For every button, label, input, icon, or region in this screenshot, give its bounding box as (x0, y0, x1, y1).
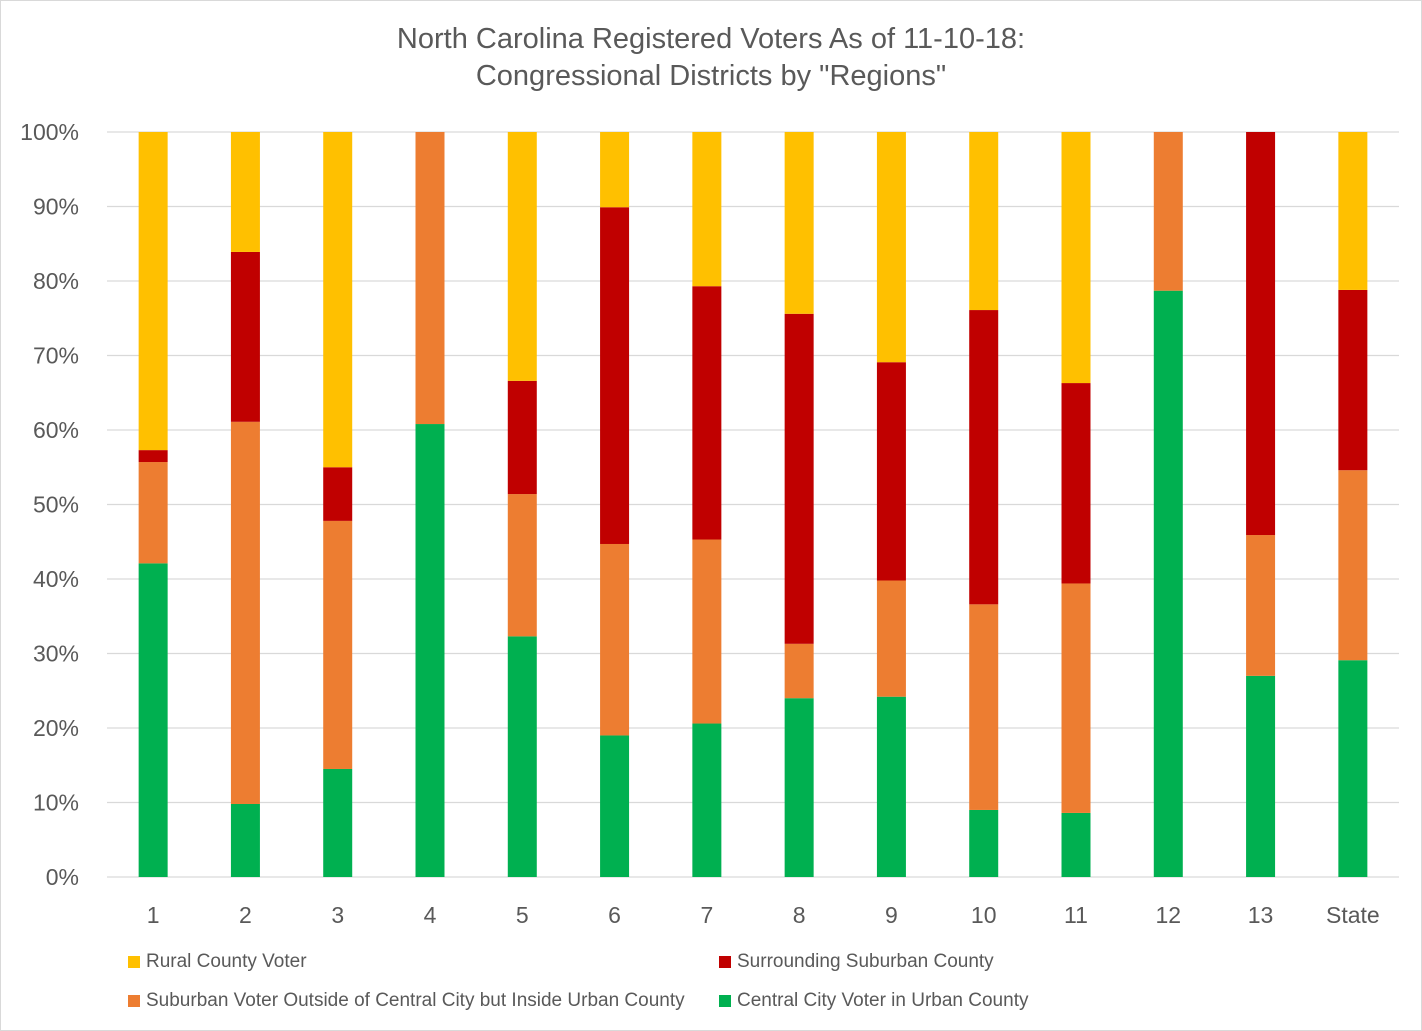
bar-segment (507, 132, 537, 381)
y-tick-label: 20% (33, 715, 79, 741)
bar-segment (1061, 132, 1091, 384)
bar-segment (784, 643, 814, 699)
legend-item-central-city-voter: Central City Voter in Urban County (719, 990, 1028, 1012)
bar-segment (1338, 660, 1368, 877)
bar-segment (1246, 675, 1276, 877)
bar-segment (507, 494, 537, 637)
bar-segment (1061, 583, 1091, 813)
bar-segment (138, 132, 168, 451)
legend-swatch (719, 995, 731, 1007)
bar-segment (784, 313, 814, 644)
bar-segment (1338, 132, 1368, 290)
bar-segment (230, 251, 260, 422)
bar-segment (600, 735, 630, 877)
bar-segment (969, 132, 999, 311)
bar-segment (600, 207, 630, 544)
y-tick-label: 40% (33, 566, 79, 592)
bar-segment (969, 809, 999, 877)
x-tick-label: 7 (700, 902, 713, 928)
x-tick-label: 4 (424, 902, 437, 928)
x-tick-label: 10 (971, 902, 997, 928)
bar-segment (138, 462, 168, 564)
bar-segment (415, 132, 445, 425)
y-tick-label: 90% (33, 194, 79, 220)
bar-segment (600, 543, 630, 736)
chart-title: North Carolina Registered Voters As of 1… (1, 21, 1421, 95)
y-tick-label: 80% (33, 268, 79, 294)
bar-segment (969, 310, 999, 605)
legend-item-suburban-voter-outside-central-city: Suburban Voter Outside of Central City b… (128, 990, 685, 1012)
y-tick-label: 60% (33, 417, 79, 443)
y-tick-label: 10% (33, 790, 79, 816)
bar-segment (1338, 289, 1368, 471)
x-tick-label: 12 (1155, 902, 1181, 928)
x-tick-label: 11 (1064, 902, 1088, 928)
bar-segment (784, 698, 814, 877)
y-tick-label: 70% (33, 343, 79, 369)
bar-segment (507, 636, 537, 877)
bar-segment (415, 424, 445, 877)
x-tick-label: 2 (239, 902, 252, 928)
x-tick-label: State (1326, 902, 1380, 928)
bar-segment (138, 563, 168, 877)
x-tick-label: 8 (793, 902, 806, 928)
bar-segment (692, 286, 722, 540)
legend-swatch (128, 995, 140, 1007)
bar-segment (1246, 132, 1276, 536)
legend-label: Central City Voter in Urban County (737, 990, 1029, 1011)
x-tick-label: 13 (1248, 902, 1274, 928)
bar-segment (784, 132, 814, 314)
legend-item-rural-county-voter: Rural County Voter (128, 951, 307, 973)
y-tick-label: 50% (33, 492, 79, 518)
legend-item-surrounding-suburban-county: Surrounding Suburban County (719, 951, 994, 973)
x-tick-label: 3 (331, 902, 344, 928)
bar-segment (692, 132, 722, 287)
legend-label: Rural County Voter (146, 951, 307, 972)
x-tick-label: 9 (885, 902, 898, 928)
legend-swatch (719, 956, 731, 968)
legend-label: Surrounding Suburban County (737, 951, 994, 972)
bar-segment (1246, 535, 1276, 676)
bar-segment (969, 604, 999, 810)
bar-segment (876, 362, 906, 581)
bar-segment (876, 132, 906, 363)
chart-title-line-1: North Carolina Registered Voters As of 1… (396, 23, 1026, 55)
x-tick-label: 5 (516, 902, 529, 928)
y-tick-label: 0% (46, 864, 79, 890)
bar-segment (323, 768, 353, 877)
bar-segment (1061, 383, 1091, 584)
legend-swatch (128, 956, 140, 968)
bar-segment (323, 467, 353, 521)
x-tick-label: 6 (608, 902, 621, 928)
bar-segment (323, 520, 353, 769)
y-tick-label: 100% (20, 119, 79, 145)
bar-segment (230, 421, 260, 804)
bar-segment (1153, 290, 1183, 877)
bar-segment (692, 723, 722, 877)
bar-segment (507, 380, 537, 495)
bar-segment (138, 450, 168, 463)
bar-segment (600, 132, 630, 208)
bar-segment (1338, 470, 1368, 661)
bar-segment (230, 803, 260, 877)
legend-label: Suburban Voter Outside of Central City b… (146, 990, 685, 1011)
bar-segment (323, 132, 353, 468)
bar-segment (876, 696, 906, 877)
bar-segment (230, 132, 260, 252)
x-tick-label: 1 (147, 902, 160, 928)
bar-segment (1061, 812, 1091, 877)
bar-segment (692, 539, 722, 724)
chart-title-line-2: Congressional Districts by "Regions" (475, 60, 947, 92)
bar-segment (1153, 132, 1183, 291)
bar-segment (876, 580, 906, 697)
y-tick-label: 30% (33, 641, 79, 667)
